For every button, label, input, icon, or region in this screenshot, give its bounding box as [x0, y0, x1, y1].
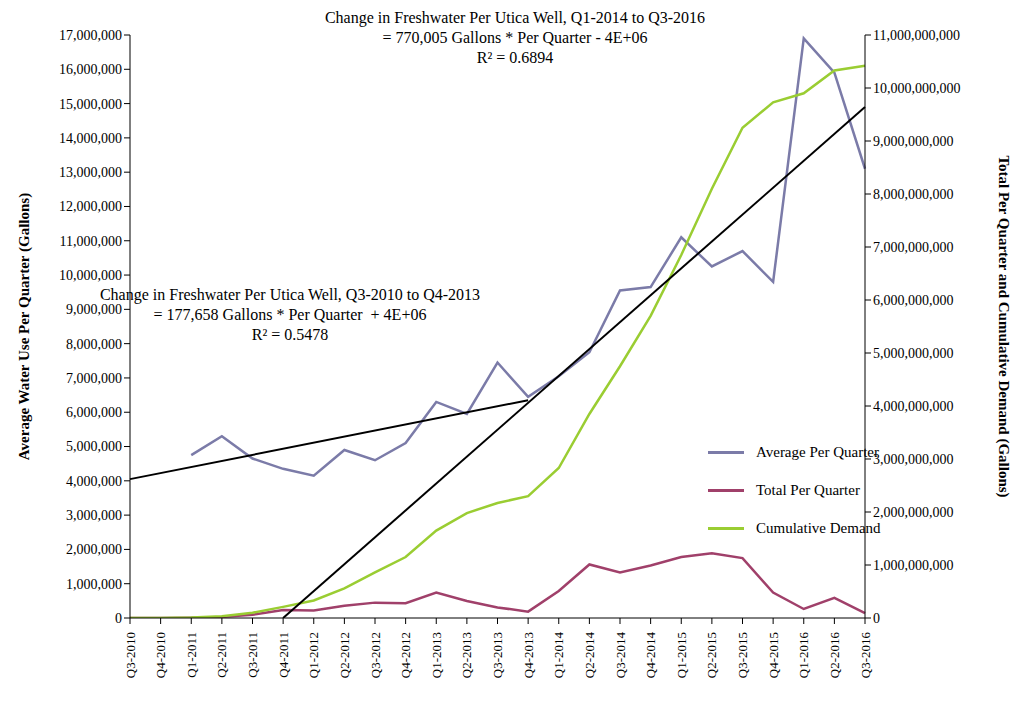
svg-text:Q4-2010: Q4-2010: [153, 632, 168, 678]
svg-text:1,000,000,000: 1,000,000,000: [873, 558, 954, 573]
html-text:Cumulative Demand: Cumulative Demand: [756, 519, 881, 536]
html-text:Change in Freshwater Per Utica: Change in Freshwater Per Utica Well, Q3-…: [99, 286, 481, 303]
svg-text:6,000,000: 6,000,000: [66, 405, 122, 420]
svg-text:11,000,000,000: 11,000,000,000: [873, 28, 960, 43]
svg-text:14,000,000: 14,000,000: [59, 131, 122, 146]
svg-text:4,000,000,000: 4,000,000,000: [873, 399, 954, 414]
svg-text:11,000,000: 11,000,000: [60, 234, 122, 249]
svg-text:16,000,000: 16,000,000: [59, 62, 122, 77]
svg-text:3,000,000,000: 3,000,000,000: [873, 452, 954, 467]
svg-text:13,000,000: 13,000,000: [59, 165, 122, 180]
svg-text:Q3-2014: Q3-2014: [613, 632, 628, 679]
svg-text:7,000,000,000: 7,000,000,000: [873, 240, 954, 255]
svg-text:Q3-2011: Q3-2011: [245, 632, 260, 678]
svg-text:2,000,000: 2,000,000: [66, 542, 122, 557]
svg-text:Q1-2015: Q1-2015: [674, 632, 689, 678]
svg-text:Q3-2015: Q3-2015: [735, 632, 750, 678]
svg-text:3,000,000: 3,000,000: [66, 508, 122, 523]
svg-text:9,000,000: 9,000,000: [66, 302, 122, 317]
svg-text:Q4-2013: Q4-2013: [521, 632, 536, 678]
svg-text:Q1-2013: Q1-2013: [429, 632, 444, 678]
svg-text:Q3-2016: Q3-2016: [858, 632, 873, 679]
svg-text:2,000,000,000: 2,000,000,000: [873, 505, 954, 520]
svg-text:Q3-2010: Q3-2010: [123, 632, 138, 678]
svg-text:Q2-2012: Q2-2012: [337, 632, 352, 678]
svg-text:1,000,000: 1,000,000: [66, 577, 122, 592]
svg-text:6,000,000,000: 6,000,000,000: [873, 293, 954, 308]
svg-text:8,000,000: 8,000,000: [66, 337, 122, 352]
html-text:= 177,658 Gallons * Per Quarte: = 177,658 Gallons * Per Quarter + 4E+06: [153, 306, 427, 323]
svg-text:7,000,000: 7,000,000: [66, 371, 122, 386]
svg-text:Q1-2014: Q1-2014: [551, 632, 566, 679]
html-text:R² = 0.5478: R² = 0.5478: [251, 326, 329, 343]
svg-text:Q4-2012: Q4-2012: [398, 632, 413, 678]
html-text:R² = 0.6894: R² = 0.6894: [476, 49, 554, 66]
svg-text:5,000,000,000: 5,000,000,000: [873, 346, 954, 361]
svg-text:0: 0: [873, 611, 880, 626]
svg-text:Average Water Use Per Quarter: Average Water Use Per Quarter (Gallons): [16, 193, 33, 460]
svg-text:Q3-2013: Q3-2013: [490, 632, 505, 678]
svg-text:Q1-2011: Q1-2011: [184, 632, 199, 678]
svg-text:10,000,000: 10,000,000: [59, 268, 122, 283]
html-text:Average Per Quarter: Average Per Quarter: [756, 443, 879, 460]
svg-text:Q2-2013: Q2-2013: [459, 632, 474, 678]
svg-text:Q4-2015: Q4-2015: [766, 632, 781, 678]
svg-text:12,000,000: 12,000,000: [59, 199, 122, 214]
svg-text:Total Per Quarter and Cumulati: Total Per Quarter and Cumulative Demand …: [995, 155, 1012, 497]
html-text:Change in Freshwater Per Utica: Change in Freshwater Per Utica Well, Q1-…: [324, 9, 706, 26]
html-text:= 770,005 Gallons * Per Quarte: = 770,005 Gallons * Per Quarter - 4E+06: [382, 29, 648, 46]
svg-text:9,000,000,000: 9,000,000,000: [873, 134, 954, 149]
svg-text:Q2-2011: Q2-2011: [214, 632, 229, 678]
svg-text:Q2-2015: Q2-2015: [704, 632, 719, 678]
svg-text:Q3-2012: Q3-2012: [368, 632, 383, 678]
svg-text:15,000,000: 15,000,000: [59, 97, 122, 112]
svg-text:4,000,000: 4,000,000: [66, 474, 122, 489]
svg-text:5,000,000: 5,000,000: [66, 439, 122, 454]
svg-text:17,000,000: 17,000,000: [59, 28, 122, 43]
html-text:Total Per Quarter: Total Per Quarter: [756, 481, 860, 498]
svg-text:Q1-2016: Q1-2016: [796, 632, 811, 679]
svg-text:8,000,000,000: 8,000,000,000: [873, 187, 954, 202]
svg-text:10,000,000,000: 10,000,000,000: [873, 81, 961, 96]
svg-text:Q4-2011: Q4-2011: [276, 632, 291, 678]
svg-text:Q2-2014: Q2-2014: [582, 632, 597, 679]
svg-text:0: 0: [115, 611, 122, 626]
svg-text:Q2-2016: Q2-2016: [827, 632, 842, 679]
svg-text:Q1-2012: Q1-2012: [306, 632, 321, 678]
svg-text:Q4-2014: Q4-2014: [643, 632, 658, 679]
